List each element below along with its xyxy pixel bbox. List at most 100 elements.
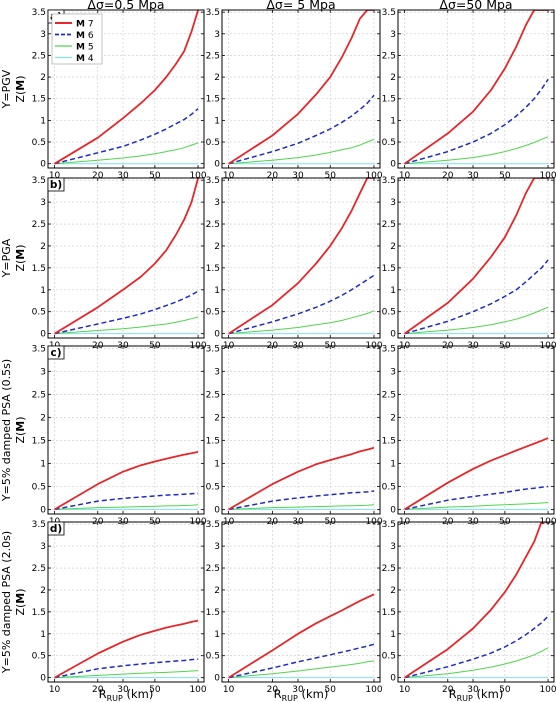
y-tick-label: 2.5: [32, 51, 46, 61]
x-tick-label: 50: [499, 171, 511, 181]
ylabel-z-m-row-4: Z(M): [14, 588, 27, 615]
panel-frame: [221, 9, 381, 169]
y-tick-label: 1.5: [382, 264, 396, 274]
y-tick-label: 2.5: [382, 51, 396, 61]
series-group: [54, 451, 199, 511]
x-tick-label: 20: [92, 685, 104, 695]
y-tick-label: 3: [390, 367, 396, 377]
y-tick-label: 0.5: [32, 308, 46, 318]
y-tick-label: 2.5: [206, 390, 220, 400]
series-line-m6: [54, 290, 199, 335]
y-tick-label: 0.5: [206, 482, 220, 492]
x-tick-label: 100: [365, 685, 382, 695]
panel-tag-box: [47, 177, 65, 192]
y-tick-label: 2.5: [32, 220, 46, 230]
panel-frame: [397, 9, 555, 169]
column-title-2: Δσ= 5 Mpa: [266, 0, 335, 12]
panel-frame: [47, 521, 205, 683]
y-tick-label: 2: [390, 586, 396, 596]
series-line-m7: [404, 437, 549, 511]
series-line-m7: [228, 593, 375, 679]
series-line-m7: [228, 446, 375, 511]
series-group: [404, 437, 549, 511]
x-tick-label: 30: [467, 171, 479, 181]
x-tick-label: 50: [325, 685, 337, 695]
y-tick-label: 2.5: [32, 564, 46, 574]
y-tick-label: 2: [40, 413, 46, 423]
y-tick-label: 2: [214, 413, 220, 423]
row-label-3: Y=5% damped PSA (0.5s): [0, 359, 13, 502]
ylabel-z-m-row-2: Z(M): [14, 244, 27, 271]
x-tick-label: 50: [149, 685, 161, 695]
panel-tag: d): [50, 523, 62, 535]
series-line-m7: [404, 10, 549, 165]
y-tick-label: 1: [214, 116, 220, 126]
series-line-m7: [54, 619, 199, 679]
y-tick-label: 3.5: [32, 520, 46, 530]
y-tick-label: 2.5: [206, 564, 220, 574]
y-tick-label: 2: [390, 73, 396, 83]
y-tick-label: 0.5: [382, 652, 396, 662]
y-tick-label: 1: [40, 286, 46, 296]
y-tick-label: 1.5: [32, 95, 46, 105]
row-label-2: Y=PGA: [0, 238, 13, 278]
y-tick-label: 1: [40, 630, 46, 640]
xlabel-rrup-col-2: RRUP (km): [274, 687, 329, 702]
panel-frame: [47, 177, 205, 339]
y-tick-label: 1: [390, 116, 396, 126]
series-group: [54, 619, 199, 679]
x-tick-label: 20: [267, 171, 279, 181]
panel-frame: [47, 345, 205, 515]
y-tick-label: 3.5: [382, 344, 396, 354]
series-line-m5: [404, 306, 549, 335]
x-tick-label: 100: [539, 685, 556, 695]
series-line-m6: [54, 492, 199, 511]
panel-tag-box: [47, 521, 65, 536]
y-tick-label: 3: [390, 198, 396, 208]
xlabel-rrup-col-3: RRUP (km): [449, 687, 504, 702]
x-tick-label: 30: [117, 685, 129, 695]
y-tick-label: 2.5: [206, 220, 220, 230]
panel-frame: [221, 177, 381, 339]
series-line-m6: [404, 259, 549, 335]
x-tick-label: 20: [442, 685, 454, 695]
x-tick-label: 50: [149, 171, 161, 181]
legend-label-m5: M 5: [76, 43, 94, 53]
y-tick-label: 1.5: [382, 608, 396, 618]
y-tick-label: 0.5: [206, 138, 220, 148]
x-tick-label: 100: [365, 171, 382, 181]
y-tick-label: 2: [390, 242, 396, 252]
y-tick-label: 3: [390, 30, 396, 40]
y-tick-label: 0: [214, 330, 220, 340]
x-tick-label: 100: [189, 685, 206, 695]
y-tick-label: 3.5: [206, 344, 220, 354]
series-line-m5: [228, 138, 375, 165]
y-tick-label: 0.5: [206, 652, 220, 662]
series-line-m5: [228, 504, 375, 510]
y-tick-label: 2: [40, 242, 46, 252]
series-line-m6: [404, 485, 549, 511]
y-tick-label: 0: [214, 160, 220, 170]
y-tick-label: 2.5: [382, 220, 396, 230]
x-tick-label: 20: [442, 171, 454, 181]
y-tick-label: 0.5: [206, 308, 220, 318]
y-tick-label: 1.5: [32, 608, 46, 618]
series-line-m7: [54, 178, 199, 335]
y-tick-label: 1: [40, 116, 46, 126]
x-tick-label: 10: [49, 171, 61, 181]
y-tick-label: 0: [40, 330, 46, 340]
y-tick-label: 3: [40, 542, 46, 552]
series-line-m6: [54, 658, 199, 679]
y-tick-label: 1: [214, 630, 220, 640]
series-line-m6: [228, 274, 375, 335]
panel-frame: [397, 521, 555, 683]
y-tick-label: 1: [390, 286, 396, 296]
y-tick-label: 3: [40, 30, 46, 40]
y-tick-label: 0.5: [32, 482, 46, 492]
y-tick-label: 2: [214, 242, 220, 252]
